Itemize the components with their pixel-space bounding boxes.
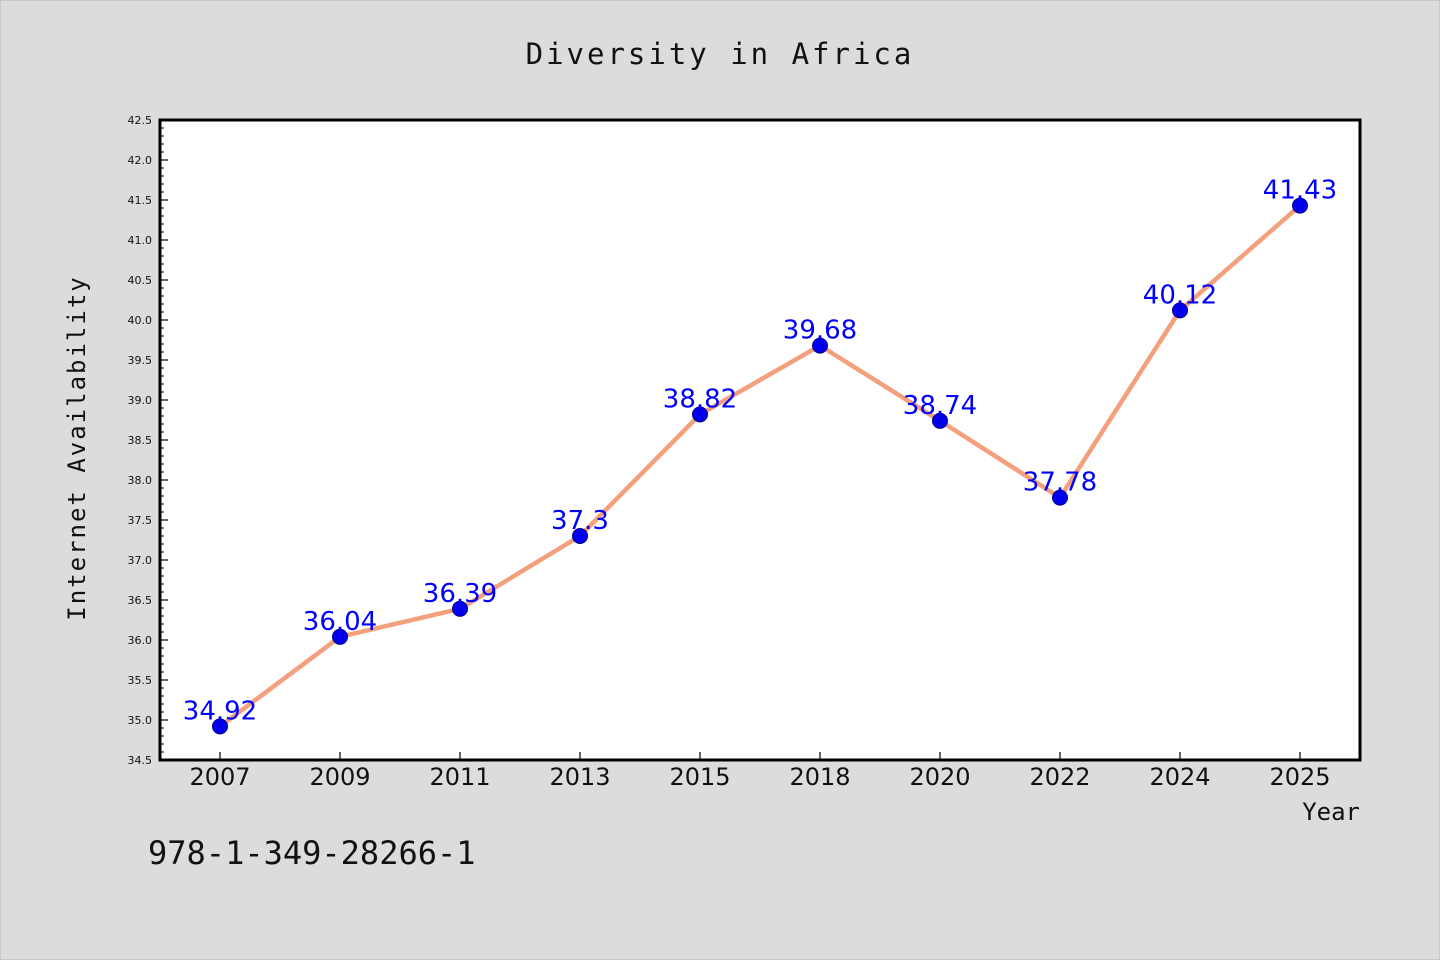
x-axis-label: Year — [1302, 798, 1360, 826]
y-tick-label: 35.5 — [128, 674, 153, 687]
x-tick-label: 2007 — [189, 763, 250, 791]
x-tick-label: 2025 — [1269, 763, 1330, 791]
data-label: 41.43 — [1263, 176, 1337, 206]
data-label: 38.74 — [903, 391, 977, 421]
data-label: 37.78 — [1023, 468, 1097, 498]
y-tick-label: 41.5 — [128, 194, 153, 207]
data-points — [212, 197, 1308, 735]
data-label: 36.04 — [303, 607, 377, 637]
y-tick-label: 38.5 — [128, 434, 153, 447]
data-point — [1172, 302, 1188, 319]
data-point — [572, 528, 588, 544]
y-tick-label: 36.5 — [128, 594, 153, 607]
y-tick-label: 40.0 — [128, 314, 153, 327]
isbn-annotation: 978-1-349-28266-1 — [148, 834, 476, 872]
y-tick-label: 37.0 — [128, 554, 153, 567]
plot-area — [158, 118, 1362, 762]
x-tick-label: 2009 — [309, 763, 370, 791]
data-point — [932, 412, 948, 429]
x-axis: 2007 2009 2011 2013 2015 2018 2020 2022 2024 2025 — [189, 752, 1331, 791]
data-point — [692, 406, 708, 423]
data-label: 40.12 — [1143, 280, 1217, 310]
y-tick-label: 38.0 — [128, 474, 153, 487]
series-line — [218, 203, 1302, 729]
y-tick-label: 41.0 — [128, 234, 153, 247]
y-tick-label: 42.5 — [128, 114, 153, 127]
data-point — [332, 628, 348, 645]
y-axis: 34.5 35.0 35.5 36.0 36.5 37.0 37.5 38.0 38.5 39.0… — [128, 114, 168, 767]
data-point — [812, 337, 828, 354]
y-tick-label: 36.0 — [128, 634, 153, 647]
y-axis-label: Internet Availability — [63, 275, 91, 620]
x-tick-label: 2015 — [669, 763, 730, 791]
data-point — [1292, 197, 1308, 214]
y-tick-label: 42.0 — [128, 154, 153, 167]
data-labels: 34.92 36.04 36.39 37.3 38.82 39.68 38.74 37.78 4… — [183, 176, 1337, 727]
x-tick-label: 2024 — [1149, 763, 1210, 791]
x-tick-label: 2022 — [1029, 763, 1090, 791]
y-tick-label: 34.5 — [128, 754, 153, 767]
y-tick-label: 35.0 — [128, 714, 153, 727]
data-label: 34.92 — [183, 696, 257, 726]
chart-title: Diversity in Africa — [526, 37, 915, 71]
data-label: 37.3 — [551, 506, 609, 536]
data-label: 39.68 — [783, 316, 857, 346]
data-point — [1052, 489, 1068, 506]
y-tick-label: 39.0 — [128, 394, 153, 407]
x-tick-label: 2011 — [429, 763, 490, 791]
data-label: 38.82 — [663, 384, 737, 414]
data-point — [452, 600, 468, 617]
x-tick-label: 2018 — [789, 763, 850, 791]
x-tick-label: 2020 — [909, 763, 970, 791]
data-point — [212, 718, 228, 735]
data-label: 36.39 — [423, 579, 497, 609]
y-tick-label: 37.5 — [128, 514, 153, 527]
x-tick-label: 2013 — [549, 763, 610, 791]
y-tick-label: 39.5 — [128, 354, 153, 367]
y-tick-label: 40.5 — [128, 274, 153, 287]
